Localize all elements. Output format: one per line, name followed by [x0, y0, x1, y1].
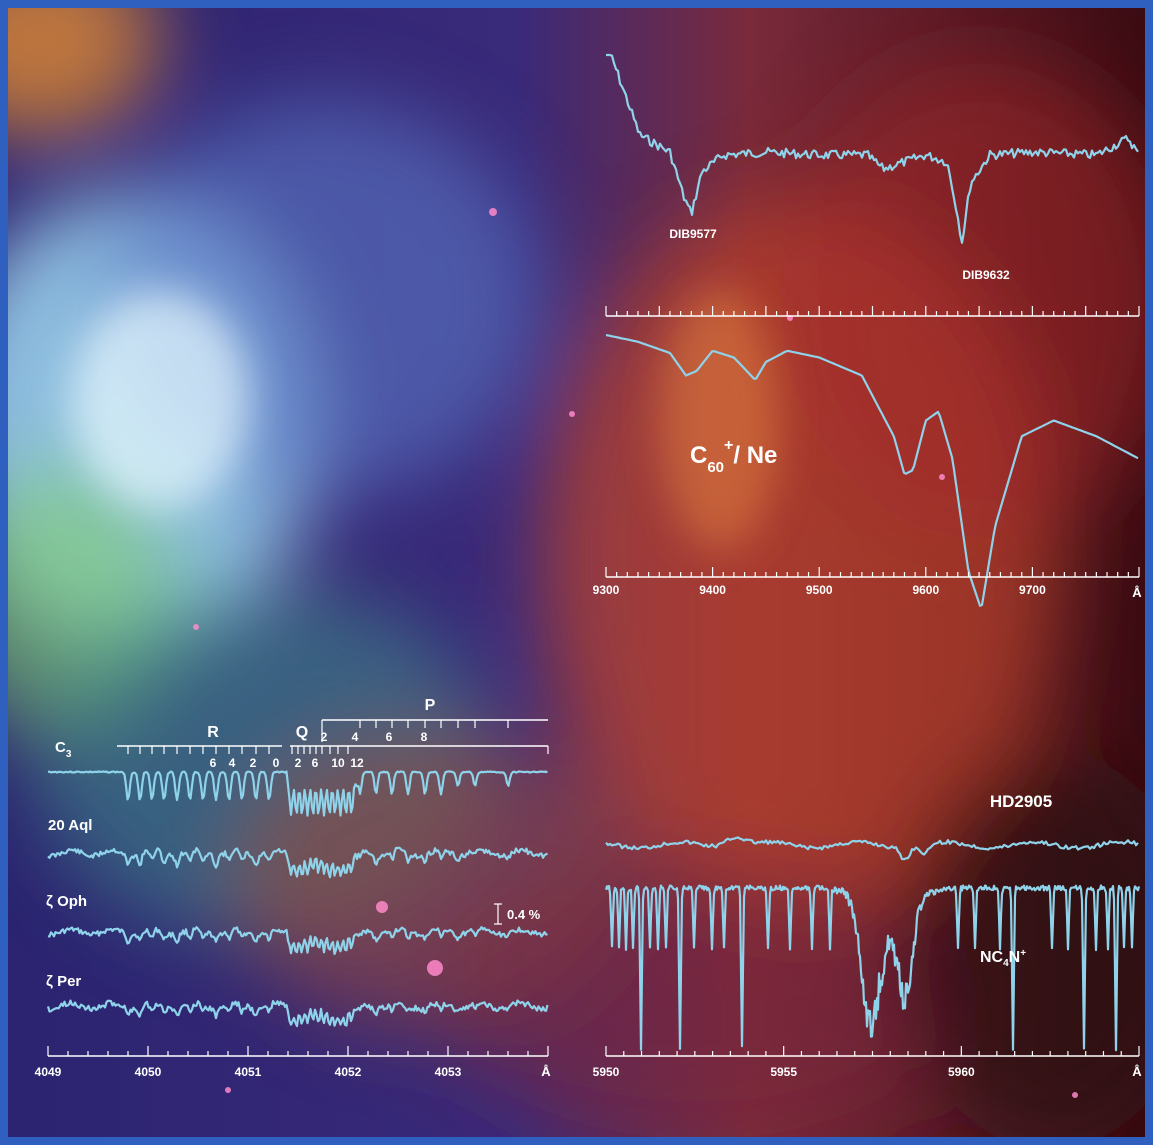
- c3-unit-label: Å: [541, 1064, 551, 1079]
- dib-panel: DIB9577 DIB9632: [605, 53, 1140, 317]
- nc4n-tick-label: 5960: [948, 1065, 975, 1079]
- c60-tick-label: 9500: [806, 583, 833, 597]
- r-branch-number: 0: [273, 756, 280, 770]
- c60-spectrum-line: [605, 333, 1139, 607]
- q-branch-number: 12: [350, 756, 364, 770]
- nc4n-tick-label: 5955: [770, 1065, 797, 1079]
- c3-ticks: 4049 4050 4051 4052 4053: [35, 1046, 549, 1079]
- r-branch-number: 2: [250, 756, 257, 770]
- c60-unit-label: Å: [1132, 585, 1142, 600]
- p-branch-number: 2: [321, 730, 328, 744]
- q-branch-number: 2: [295, 756, 302, 770]
- c3-tick-label: 4049: [35, 1065, 62, 1079]
- zeta-oph-series-label: ζ Oph: [46, 893, 87, 910]
- 20aql-spectrum-line: [47, 846, 549, 879]
- c3-tick-label: 4052: [335, 1065, 362, 1079]
- scale-bar-label: 0.4 %: [507, 907, 541, 922]
- c3-tick-label: 4051: [235, 1065, 262, 1079]
- r-branch-label: R: [207, 724, 219, 741]
- nc4n-panel: HD2905 NC4N+ 5950 5955 5960 Å: [593, 792, 1143, 1079]
- r-branch-number: 6: [210, 756, 217, 770]
- c60-tick-label: 9600: [912, 583, 939, 597]
- hd2905-series-label: HD2905: [990, 792, 1052, 811]
- dib-ticks: [605, 306, 1140, 316]
- zeta-per-series-label: ζ Per: [46, 973, 81, 990]
- dib9577-label: DIB9577: [669, 227, 717, 241]
- c3-series-label: C3: [55, 739, 72, 760]
- q-branch-number: 10: [331, 756, 345, 770]
- c3-tick-label: 4050: [135, 1065, 162, 1079]
- nc4n-ticks: 5950 5955 5960: [593, 1046, 1140, 1079]
- nc4n-unit-label: Å: [1132, 1064, 1142, 1079]
- zeta-per-spectrum-line: [46, 999, 549, 1028]
- dib-spectrum-line: [606, 53, 1139, 244]
- p-branch-ticks: 2 4 6 8: [321, 720, 509, 744]
- q-branch-number: 6: [312, 756, 319, 770]
- nc4n-spectrum-line: [604, 884, 1141, 1052]
- p-branch-label: P: [425, 697, 436, 714]
- hd2905-spectrum-line: [605, 836, 1139, 861]
- c60-tick-label: 9300: [593, 583, 620, 597]
- q-branch-ticks: 2 6 10 12: [291, 746, 549, 770]
- c60-ticks: 9300 9400 9500 9600 9700: [593, 567, 1140, 597]
- p-branch-number: 4: [352, 730, 359, 744]
- c60-tick-label: 9700: [1019, 583, 1046, 597]
- c3-spectrum-line: [47, 770, 548, 817]
- zeta-oph-spectrum-line: [47, 926, 548, 956]
- scale-bar: 0.4 %: [494, 903, 541, 925]
- p-branch-number: 8: [421, 730, 428, 744]
- nc4n-tick-label: 5950: [593, 1065, 620, 1079]
- c60-label: C60+/ Ne: [690, 437, 777, 476]
- nc4n-series-label: NC4N+: [980, 948, 1026, 969]
- c60-panel: C60+/ Ne 9300 9400 9500 9600 9700 Å: [593, 333, 1142, 607]
- q-branch-label: Q: [296, 724, 308, 741]
- r-branch-number: 4: [229, 756, 236, 770]
- c3-tick-label: 4053: [435, 1065, 462, 1079]
- 20aql-series-label: 20 Aql: [48, 817, 92, 834]
- c60-tick-label: 9400: [699, 583, 726, 597]
- dib9632-label: DIB9632: [962, 268, 1010, 282]
- p-branch-number: 6: [386, 730, 393, 744]
